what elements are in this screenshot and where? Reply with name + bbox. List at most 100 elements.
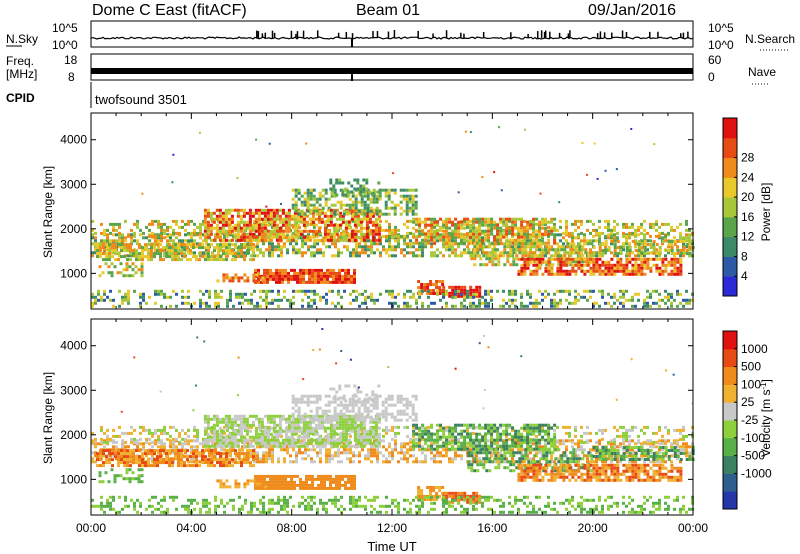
range-time-cell xyxy=(148,295,151,299)
range-time-cell xyxy=(340,251,343,255)
range-time-cell xyxy=(574,298,577,302)
range-time-cell xyxy=(421,220,425,224)
range-time-cell xyxy=(309,203,313,207)
range-time-cell xyxy=(655,252,659,255)
range-time-cell xyxy=(484,304,487,308)
range-time-cell xyxy=(391,236,394,240)
range-time-cell xyxy=(580,251,583,255)
range-time-cell xyxy=(661,442,664,446)
range-time-cell xyxy=(360,200,364,204)
range-time-cell xyxy=(643,234,646,238)
range-time-cell xyxy=(457,454,460,458)
range-time-cell xyxy=(377,223,381,227)
range-time-cell xyxy=(424,225,427,229)
range-time-cell xyxy=(105,243,108,247)
range-time-cell xyxy=(98,274,102,278)
range-time-cell xyxy=(199,298,202,302)
range-time-cell xyxy=(266,208,270,212)
range-time-cell xyxy=(115,434,118,438)
cpid-label: CPID xyxy=(6,91,35,105)
range-time-cell xyxy=(275,214,279,218)
range-time-cell xyxy=(266,277,269,281)
range-time-cell xyxy=(212,220,216,224)
range-time-cell xyxy=(313,298,316,302)
range-time-cell xyxy=(233,235,237,239)
range-time-cell xyxy=(94,231,97,235)
range-time-cell xyxy=(562,242,565,246)
range-time-cell xyxy=(484,238,488,242)
range-time-cell xyxy=(243,243,246,247)
range-time-cell xyxy=(298,451,301,455)
range-time-cell xyxy=(183,255,186,259)
range-time-cell xyxy=(245,223,249,227)
range-time-cell xyxy=(192,243,195,247)
range-time-cell xyxy=(424,220,428,224)
range-time-cell xyxy=(658,234,661,238)
range-time-cell xyxy=(433,229,437,233)
range-time-cell xyxy=(177,258,180,262)
range-time-cell xyxy=(319,248,322,252)
range-time-cell xyxy=(247,298,250,302)
range-time-cell xyxy=(293,235,297,239)
range-time-cell xyxy=(688,298,691,302)
range-time-cell xyxy=(595,460,598,464)
range-time-cell xyxy=(108,255,111,259)
range-time-cell xyxy=(352,248,355,252)
range-time-cell xyxy=(329,232,333,236)
range-time-cell xyxy=(278,268,281,272)
range-time-cell xyxy=(433,301,436,305)
range-time-cell xyxy=(269,211,273,215)
range-time-cell xyxy=(409,219,412,223)
range-time-cell xyxy=(187,295,190,299)
range-time-cell xyxy=(148,222,151,226)
range-time-cell xyxy=(487,292,490,296)
range-time-cell xyxy=(409,231,412,235)
range-time-cell xyxy=(329,181,333,185)
range-time-cell xyxy=(535,248,538,252)
range-time-cell xyxy=(193,445,196,449)
range-time-cell xyxy=(332,274,335,278)
range-time-cell xyxy=(240,255,243,259)
range-time-cell xyxy=(199,222,202,226)
range-time-cell xyxy=(643,301,646,305)
range-time-cell xyxy=(550,217,554,221)
range-time-cell xyxy=(112,304,115,308)
range-time-cell xyxy=(448,235,452,239)
range-time-cell xyxy=(148,228,151,232)
range-time-cell xyxy=(418,241,422,245)
range-time-cell xyxy=(367,295,370,299)
range-time-cell xyxy=(320,220,324,224)
range-time-cell xyxy=(202,233,205,237)
range-time-cell xyxy=(229,239,232,243)
range-time-cell xyxy=(252,273,256,277)
range-time-cell xyxy=(412,254,415,258)
range-time-cell xyxy=(216,246,219,250)
range-time-cell xyxy=(490,289,493,293)
range-time-cell xyxy=(530,251,534,255)
range-time-cell xyxy=(451,285,455,289)
range-time-cell xyxy=(370,248,373,252)
range-time-cell xyxy=(308,238,312,242)
range-time-cell xyxy=(487,439,490,443)
range-time-cell xyxy=(499,232,503,236)
range-time-cell xyxy=(148,234,151,238)
range-time-cell xyxy=(355,225,358,229)
range-time-cell xyxy=(575,248,579,252)
range-time-cell xyxy=(539,245,543,249)
range-time-cell xyxy=(322,295,325,299)
range-time-cell xyxy=(506,242,510,246)
range-time-cell xyxy=(317,271,320,275)
range-time-cell xyxy=(574,451,577,455)
colorbar-tick-label: 8 xyxy=(741,249,748,263)
range-time-cell xyxy=(256,248,259,252)
range-time-cell xyxy=(268,448,271,452)
range-time-cell xyxy=(526,235,530,239)
range-time-cell xyxy=(448,285,452,289)
range-time-cell xyxy=(268,142,271,145)
range-time-cell xyxy=(384,212,388,216)
range-time-cell xyxy=(332,193,336,197)
range-time-cell xyxy=(187,219,190,223)
range-time-cell xyxy=(640,239,643,243)
range-time-cell xyxy=(269,277,272,281)
range-time-cell xyxy=(151,445,154,449)
